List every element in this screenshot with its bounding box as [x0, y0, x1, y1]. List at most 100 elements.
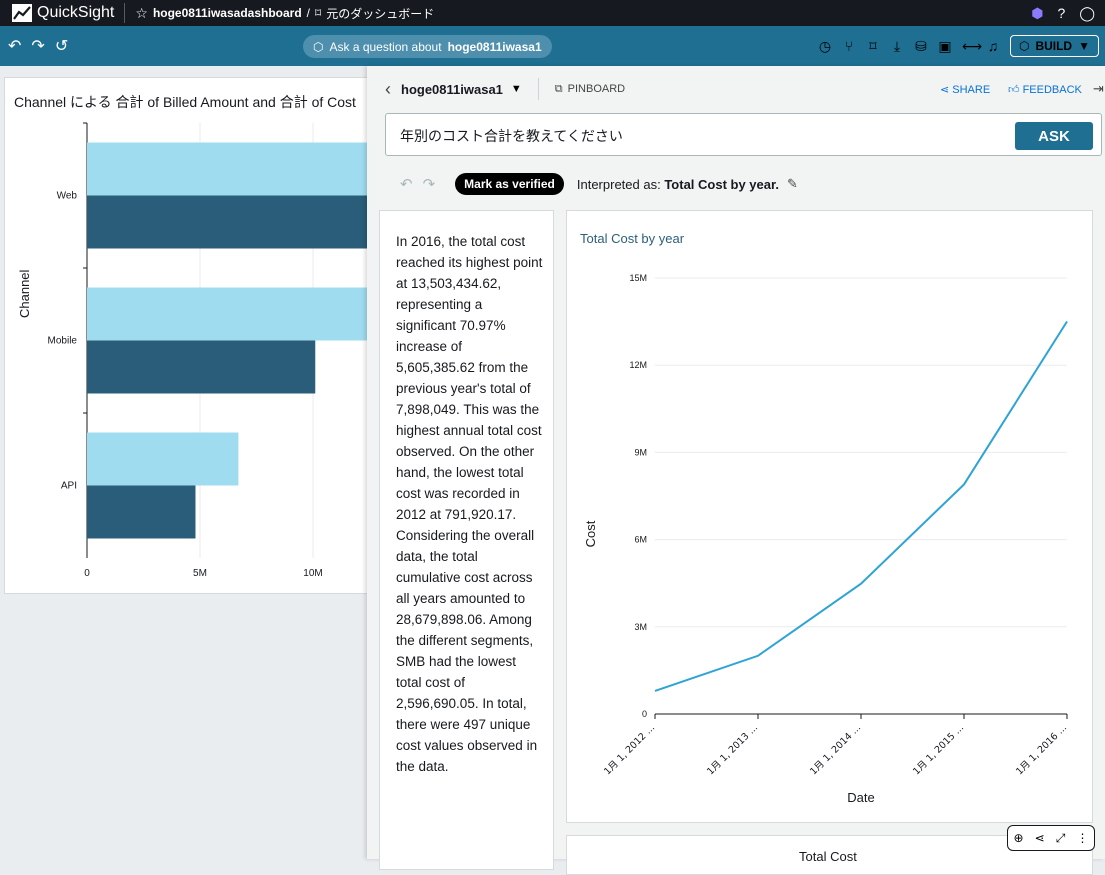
chevron-down-icon: ▼ [1078, 39, 1090, 53]
line-chart: 0 3M 6M 9M 12M 15M 1月 1, 2012 ... 1月 1, 2013 ..… [583, 273, 1069, 805]
y-tick-label: 12M [629, 360, 647, 370]
build-button[interactable]: ⬡ BUILD ▼ [1009, 35, 1099, 57]
x-tick-label: 1月 1, 2015 ... [911, 722, 966, 777]
download-icon[interactable]: ⤓ [893, 37, 901, 54]
build-label: BUILD [1035, 39, 1073, 53]
x-axis-label: Date [847, 790, 874, 805]
toolbar-right: ◷ ⑂ ⌑ ⤓ ⛁ ▣ ⟷ ♫ ⬡ BUILD ▼ [818, 26, 1105, 66]
top-bar: QuickSight ☆ hoge0811iwasadashboard / ⌑ … [0, 0, 1105, 26]
undo-icon[interactable]: ↶ [8, 38, 22, 55]
bar [87, 340, 316, 394]
question-text[interactable]: 年別のコスト合計を教えてください [400, 128, 623, 144]
bar [87, 195, 385, 249]
x-tick-label: 1月 1, 2012 ... [602, 722, 657, 777]
chart-title: Channel による 合計 of Billed Amount and 合計 o… [14, 94, 356, 110]
y-tick-label: Web [57, 191, 78, 202]
bar [87, 485, 196, 539]
feedback-button[interactable]: 👍︎ FEEDBACK [1008, 83, 1082, 96]
q-panel: ‹ hoge0811iwasa1 ▼ ⧉ PINBOARD ⋖ SHARE 👍︎… [367, 66, 1105, 875]
reset-icon[interactable]: ↺ [54, 38, 69, 55]
y-tick-label: 6M [634, 535, 647, 545]
y-axis-label: Cost [583, 520, 598, 547]
chevron-left-icon[interactable]: ‹ [385, 78, 391, 99]
bookmark-icon[interactable]: ⌑ [315, 6, 322, 20]
narrative-text: In 2016, the total cost reached its high… [396, 234, 543, 774]
y-tick-label: 15M [629, 273, 647, 283]
ask-question-button[interactable]: ⬡ Ask a question about hoge0811iwasa1 [303, 35, 552, 58]
card-title: Total Cost [799, 849, 857, 864]
dataset-icon[interactable]: ⛁ [915, 37, 927, 54]
visual-tools: ⊕ ⋖ ⤢ ⋮ [1007, 825, 1095, 851]
schedule-icon[interactable]: ◷ [818, 37, 832, 54]
question-input[interactable]: 年別のコスト合計を教えてください ASK [385, 113, 1102, 156]
ask-topic: hoge0811iwasa1 [447, 39, 542, 54]
x-tick-label: 10M [303, 568, 322, 579]
interpreted-value: Total Cost by year. [664, 176, 779, 192]
add-to-pinboard-icon[interactable]: ⊕ [1013, 831, 1024, 845]
share-label: SHARE [952, 83, 991, 96]
bookmark-icon[interactable]: ⌑ [869, 37, 877, 54]
q-panel-header: ‹ hoge0811iwasa1 ▼ ⧉ PINBOARD ⋖ SHARE 👍︎… [367, 66, 1105, 112]
cost-line [654, 320, 1068, 692]
help-icon[interactable]: ? [1057, 5, 1066, 21]
caret-down-icon[interactable]: ▼ [510, 83, 522, 95]
bar [87, 142, 385, 196]
ask-button[interactable]: ASK [1015, 122, 1093, 150]
bar [87, 432, 239, 486]
notification-bell-icon[interactable]: ♫ [987, 38, 999, 54]
undo-icon[interactable]: ↶ [400, 176, 413, 193]
redo-icon[interactable]: ↷ [31, 38, 45, 55]
threshold-alert-icon[interactable]: ⑂ [844, 38, 854, 54]
top-right-icons: ⬢ ? ◯ [1031, 0, 1105, 26]
more-options-icon[interactable]: ⋮ [1076, 831, 1089, 845]
pinboard-icon: ⧉ [554, 82, 563, 95]
y-tick-label: 3M [634, 622, 647, 632]
share-button[interactable]: ⋖ SHARE [940, 83, 991, 96]
dashboard-toolbar: ↶ ↷ ↺ [0, 26, 1105, 66]
pinboard-button[interactable]: ⧉ PINBOARD [555, 83, 625, 96]
x-tick-label: 5M [193, 568, 207, 579]
interpretation-row: ↶ ↷ Mark as verified Interpreted as: Tot… [400, 172, 798, 196]
account-icon[interactable]: ◯ [1079, 4, 1095, 21]
topic-selector[interactable]: hoge0811iwasa1 [401, 81, 503, 97]
line-chart-card[interactable]: Total Cost by year 0 3M 6M 9M 12M 15M 1月 1, 20… [566, 210, 1093, 823]
narrative-card: In 2016, the total cost reached its high… [379, 210, 554, 870]
x-tick-label: 1月 1, 2016 ... [1014, 722, 1069, 777]
x-tick-label: 0 [84, 568, 90, 579]
y-tick-label: 9M [634, 447, 647, 457]
y-tick-label: Mobile [48, 336, 78, 347]
chart-title: Total Cost by year [580, 231, 685, 246]
redo-icon[interactable]: ↷ [422, 176, 436, 193]
feedback-label: FEEDBACK [1022, 83, 1082, 96]
y-tick-label: 0 [642, 709, 647, 719]
quicksight-logo[interactable]: QuickSight [0, 4, 114, 22]
y-tick-label: API [61, 481, 77, 492]
extension-icon[interactable]: ⬢ [1031, 4, 1044, 21]
mark-as-verified-button[interactable]: Mark as verified [455, 173, 564, 195]
share-icon[interactable]: ⋖ [1034, 831, 1045, 845]
bar-chart: 0 5M 10M Web Mobile API [48, 122, 385, 579]
breadcrumb-separator: / [306, 6, 311, 20]
ask-prefix: Ask a question about [329, 39, 442, 54]
interpreted-prefix: Interpreted as: [576, 176, 661, 192]
dashboard-name[interactable]: hoge0811iwasadashboard [152, 6, 302, 20]
breadcrumb: ☆ hoge0811iwasadashboard / ⌑ 元のダッシュボード [135, 5, 434, 22]
back-to-dashboard-link[interactable]: 元のダッシュボード [326, 6, 435, 21]
x-tick-label: 1月 1, 2014 ... [808, 722, 863, 777]
save-icon[interactable]: ▣ [938, 37, 952, 54]
build-icon: ⬡ [1018, 39, 1030, 53]
interpreted-as: Interpreted as: Total Cost by year. [577, 177, 779, 192]
app-name: QuickSight [37, 4, 115, 21]
fit-width-icon[interactable]: ⟷ [961, 37, 983, 54]
q-icon: ⬡ [313, 39, 324, 54]
divider [124, 3, 126, 23]
favorite-star-icon[interactable]: ☆ [135, 4, 148, 21]
expand-icon[interactable]: ⤢ [1055, 830, 1066, 845]
divider [537, 78, 539, 100]
bar [87, 287, 375, 341]
edit-pencil-icon[interactable]: ✎ [786, 176, 798, 191]
x-tick-label: 1月 1, 2013 ... [705, 722, 760, 777]
quicksight-logo-icon [12, 4, 32, 22]
dashboard-bar-chart-card[interactable]: Channel による 合計 of Billed Amount and 合計 o… [4, 77, 385, 594]
close-panel-icon[interactable]: ⇥ [1093, 81, 1104, 96]
